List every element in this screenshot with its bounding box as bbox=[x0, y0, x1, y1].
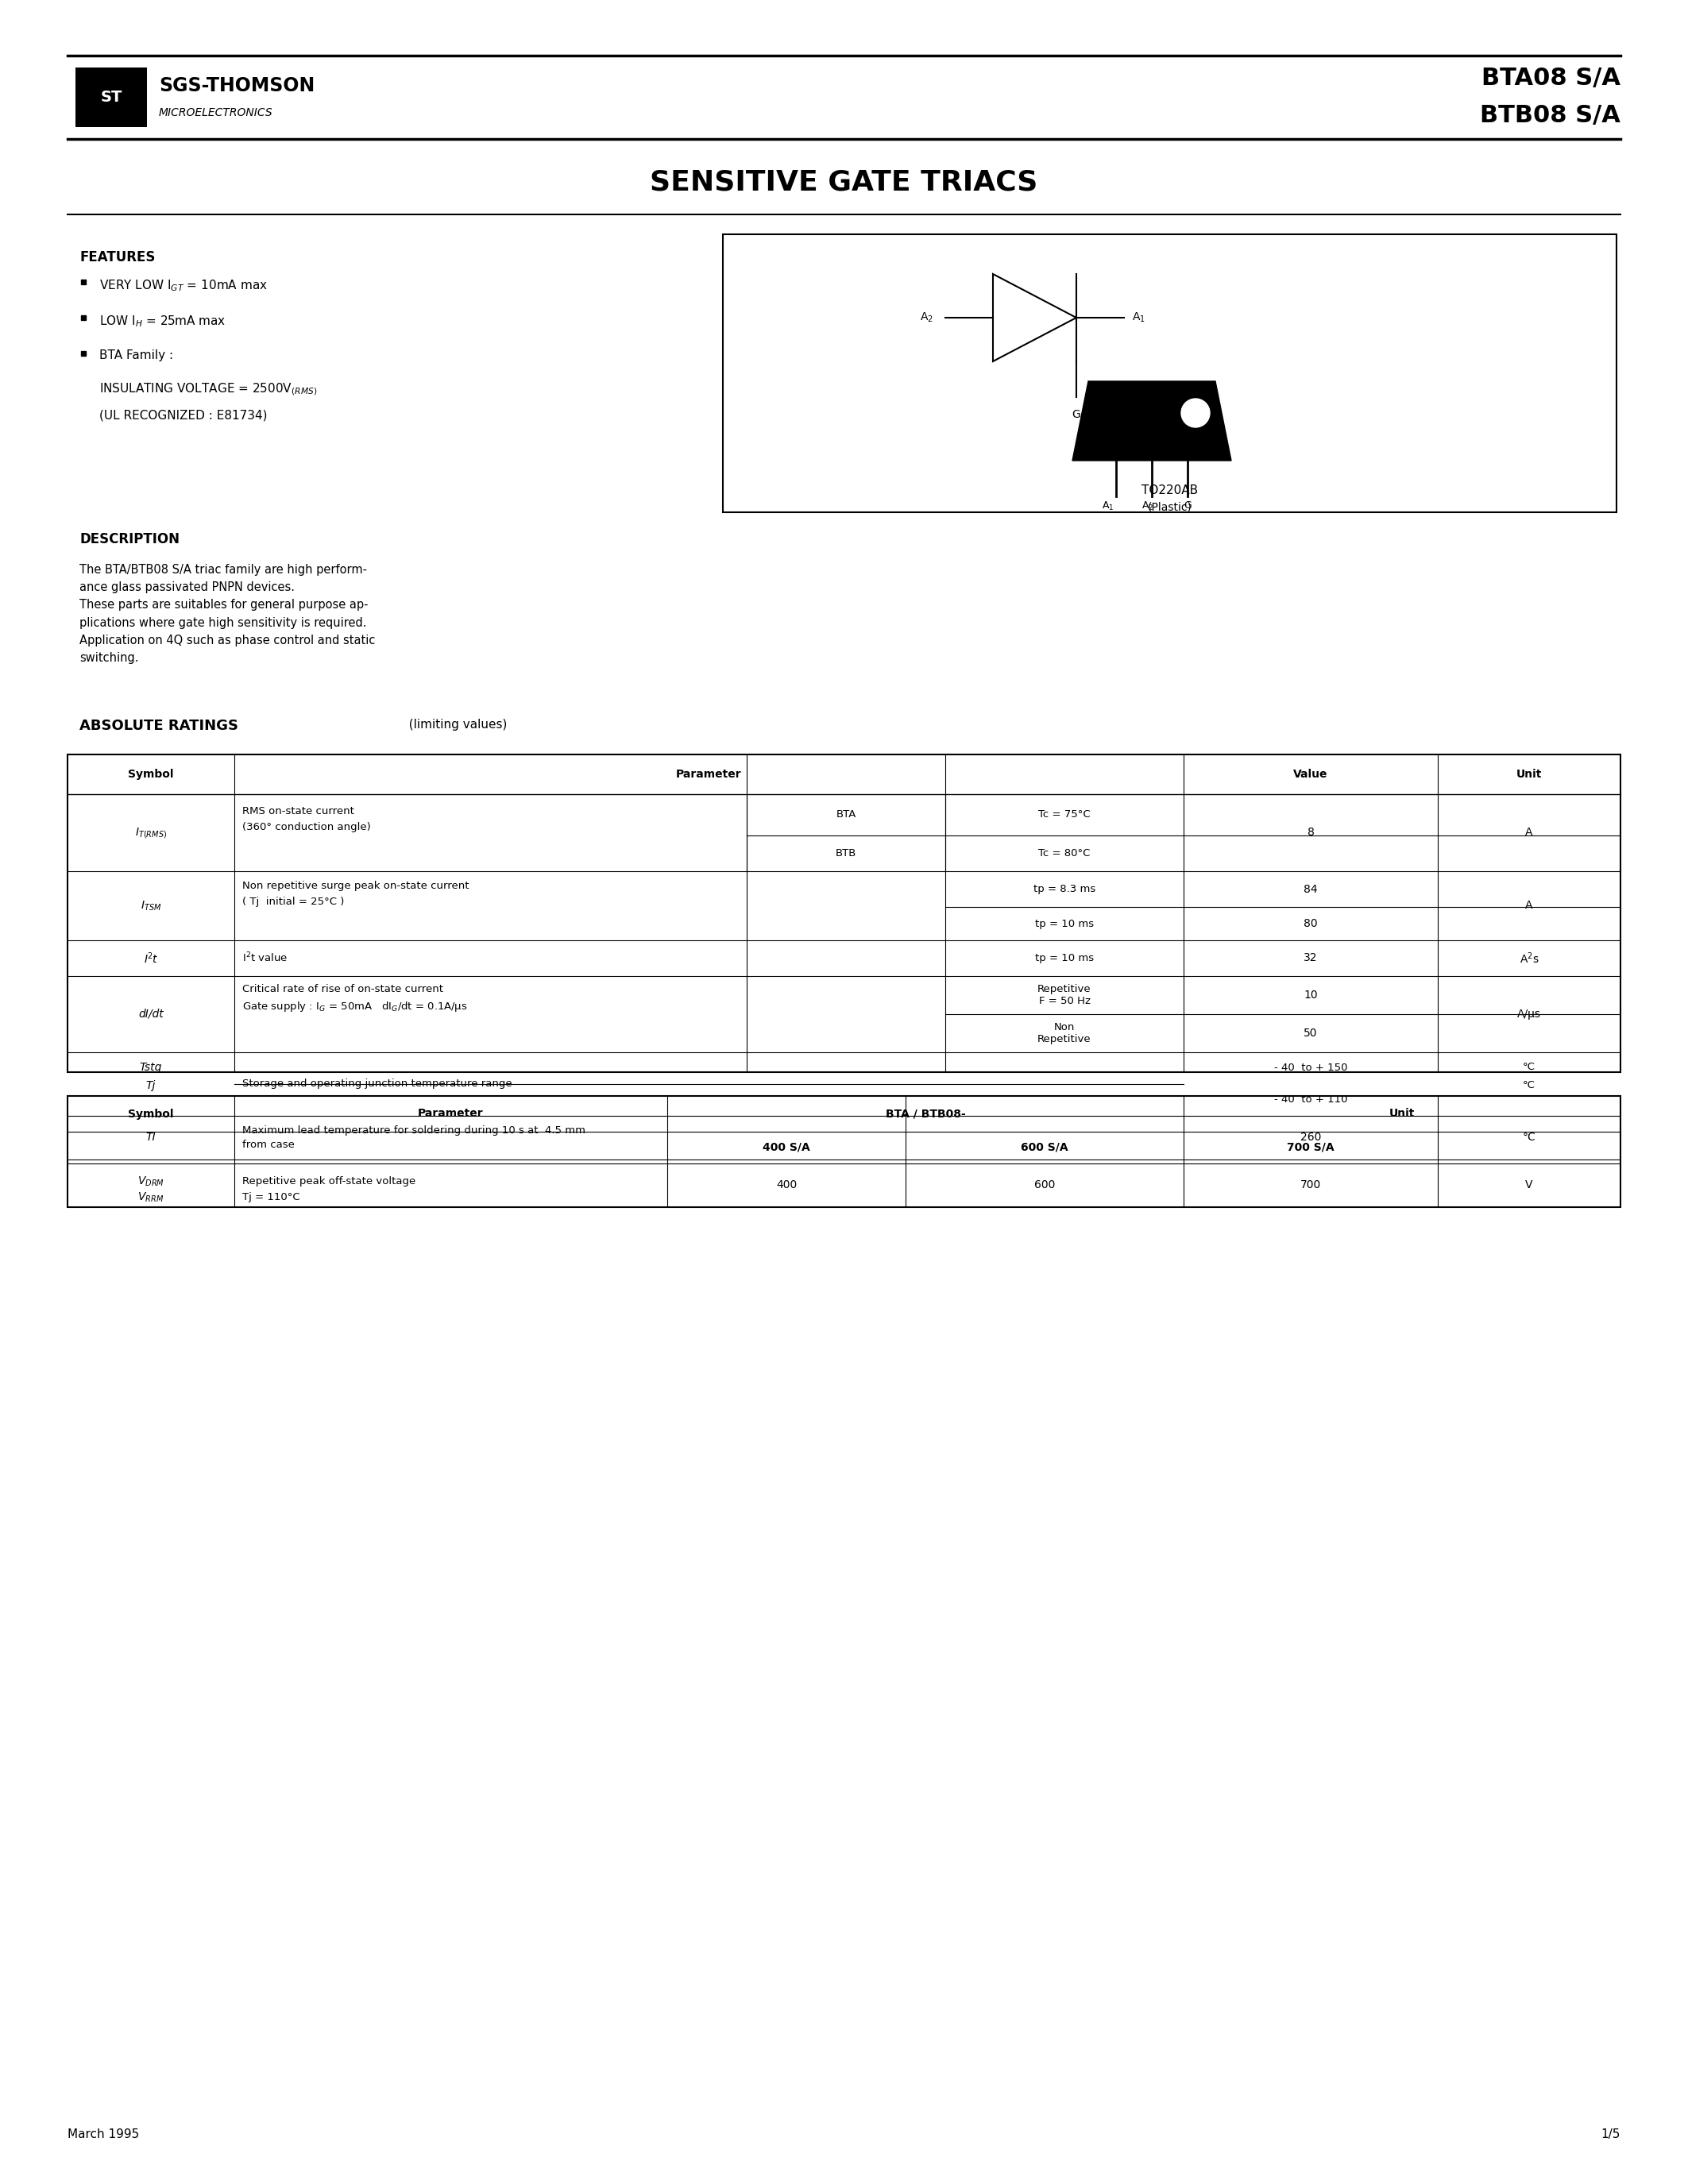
Text: Tc = 75°C: Tc = 75°C bbox=[1038, 810, 1090, 819]
Text: tp = 10 ms: tp = 10 ms bbox=[1035, 919, 1094, 928]
Text: Repetitive peak off-state voltage: Repetitive peak off-state voltage bbox=[243, 1177, 415, 1186]
Text: A$_2$: A$_2$ bbox=[1141, 500, 1155, 513]
Text: Critical rate of rise of on-state current: Critical rate of rise of on-state curren… bbox=[243, 985, 444, 994]
Text: Symbol: Symbol bbox=[128, 769, 174, 780]
Text: SGS-THOMSON: SGS-THOMSON bbox=[159, 76, 314, 96]
Text: FEATURES: FEATURES bbox=[79, 251, 155, 264]
Text: BTA Family :: BTA Family : bbox=[100, 349, 174, 360]
Text: LOW I$_{H}$ = 25mA max: LOW I$_{H}$ = 25mA max bbox=[100, 314, 226, 328]
Text: Tstg: Tstg bbox=[140, 1061, 162, 1072]
Text: RMS on-state current: RMS on-state current bbox=[243, 806, 354, 817]
Text: VERY LOW I$_{GT}$ = 10mA max: VERY LOW I$_{GT}$ = 10mA max bbox=[100, 277, 268, 293]
Text: 1/5: 1/5 bbox=[1602, 2129, 1620, 2140]
Text: Tj = 110°C: Tj = 110°C bbox=[243, 1192, 300, 1203]
Text: °C: °C bbox=[1523, 1131, 1536, 1142]
Text: BTB08 S/A: BTB08 S/A bbox=[1480, 103, 1620, 127]
Text: A/µs: A/µs bbox=[1518, 1009, 1541, 1020]
Text: Tj: Tj bbox=[147, 1081, 155, 1092]
Bar bbox=[68, 753, 1620, 1072]
Text: A$_1$: A$_1$ bbox=[1133, 310, 1146, 323]
Text: DESCRIPTION: DESCRIPTION bbox=[79, 533, 179, 546]
Text: I$_{TSM}$: I$_{TSM}$ bbox=[140, 900, 162, 913]
Text: I$_{T(RMS)}$: I$_{T(RMS)}$ bbox=[135, 826, 167, 841]
Text: I$^2$t: I$^2$t bbox=[143, 950, 159, 965]
Text: 400: 400 bbox=[776, 1179, 797, 1190]
Text: ST: ST bbox=[100, 90, 122, 105]
Text: INSULATING VOLTAGE = 2500V$_{(RMS)}$: INSULATING VOLTAGE = 2500V$_{(RMS)}$ bbox=[100, 382, 317, 397]
Text: 80: 80 bbox=[1303, 917, 1318, 928]
Text: Symbol: Symbol bbox=[128, 1107, 174, 1120]
Text: ( Tj  initial = 25°C ): ( Tj initial = 25°C ) bbox=[243, 898, 344, 906]
Text: Repetitive
F = 50 Hz: Repetitive F = 50 Hz bbox=[1038, 985, 1090, 1007]
Text: 700: 700 bbox=[1300, 1179, 1322, 1190]
Text: A: A bbox=[1526, 900, 1533, 911]
Text: SENSITIVE GATE TRIACS: SENSITIVE GATE TRIACS bbox=[650, 168, 1038, 197]
Text: TO220AB: TO220AB bbox=[1141, 485, 1198, 496]
Circle shape bbox=[1182, 400, 1210, 428]
Text: (Plastic): (Plastic) bbox=[1148, 502, 1192, 513]
Text: V: V bbox=[1526, 1179, 1533, 1190]
Text: °C: °C bbox=[1523, 1061, 1536, 1072]
Text: 700 S/A: 700 S/A bbox=[1286, 1142, 1334, 1153]
Text: dI/dt: dI/dt bbox=[138, 1009, 164, 1020]
Text: The BTA/BTB08 S/A triac family are high perform-
ance glass passivated PNPN devi: The BTA/BTB08 S/A triac family are high … bbox=[79, 563, 375, 664]
Text: BTB: BTB bbox=[836, 847, 856, 858]
Text: Unit: Unit bbox=[1389, 1107, 1415, 1120]
Text: 600 S/A: 600 S/A bbox=[1021, 1142, 1069, 1153]
Text: Non
Repetitive: Non Repetitive bbox=[1038, 1022, 1090, 1044]
Text: (limiting values): (limiting values) bbox=[402, 719, 506, 732]
Text: 260: 260 bbox=[1300, 1131, 1322, 1142]
Text: Maximum lead temperature for soldering during 10 s at  4.5 mm
from case: Maximum lead temperature for soldering d… bbox=[243, 1125, 586, 1151]
Text: Gate supply : I$_G$ = 50mA   dI$_G$/dt = 0.1A/µs: Gate supply : I$_G$ = 50mA dI$_G$/dt = 0… bbox=[243, 1000, 468, 1013]
Text: G: G bbox=[1183, 500, 1192, 511]
Text: Unit: Unit bbox=[1516, 769, 1543, 780]
Text: A$^2$s: A$^2$s bbox=[1519, 950, 1539, 965]
Text: ABSOLUTE RATINGS: ABSOLUTE RATINGS bbox=[79, 719, 238, 734]
Text: MICROELECTRONICS: MICROELECTRONICS bbox=[159, 107, 273, 118]
Bar bbox=[68, 1096, 1620, 1208]
Text: TI: TI bbox=[145, 1131, 155, 1142]
Text: Non repetitive surge peak on-state current: Non repetitive surge peak on-state curre… bbox=[243, 880, 469, 891]
Text: 50: 50 bbox=[1303, 1029, 1318, 1040]
Text: (UL RECOGNIZED : E81734): (UL RECOGNIZED : E81734) bbox=[100, 408, 267, 422]
Text: V$_{RRM}$: V$_{RRM}$ bbox=[138, 1190, 164, 1203]
Text: I$^2$t value: I$^2$t value bbox=[243, 952, 287, 965]
Text: 32: 32 bbox=[1303, 952, 1318, 963]
Text: Value: Value bbox=[1293, 769, 1328, 780]
Text: 84: 84 bbox=[1303, 885, 1318, 895]
Text: A: A bbox=[1526, 828, 1533, 839]
Text: 400 S/A: 400 S/A bbox=[763, 1142, 810, 1153]
Text: 600: 600 bbox=[1035, 1179, 1055, 1190]
Text: BTA / BTB08-: BTA / BTB08- bbox=[886, 1107, 966, 1120]
Text: Tc = 80°C: Tc = 80°C bbox=[1038, 847, 1090, 858]
Text: tp = 8.3 ms: tp = 8.3 ms bbox=[1033, 885, 1096, 893]
Text: - 40  to + 150: - 40 to + 150 bbox=[1274, 1064, 1347, 1072]
Polygon shape bbox=[1072, 382, 1231, 461]
Text: 10: 10 bbox=[1303, 989, 1318, 1000]
Text: BTA: BTA bbox=[836, 810, 856, 819]
Text: Parameter: Parameter bbox=[419, 1107, 484, 1120]
Text: °C: °C bbox=[1523, 1081, 1536, 1090]
Text: G: G bbox=[1072, 408, 1080, 419]
Bar bbox=[76, 68, 147, 127]
Text: 8: 8 bbox=[1307, 828, 1315, 839]
Text: BTA08 S/A: BTA08 S/A bbox=[1482, 66, 1620, 90]
Text: Storage and operating junction temperature range: Storage and operating junction temperatu… bbox=[243, 1079, 511, 1090]
Text: A$_2$: A$_2$ bbox=[920, 310, 933, 323]
Text: A$_1$: A$_1$ bbox=[1102, 500, 1114, 513]
Text: March 1995: March 1995 bbox=[68, 2129, 138, 2140]
Text: V$_{DRM}$: V$_{DRM}$ bbox=[137, 1175, 164, 1188]
Bar bbox=[722, 234, 1617, 513]
Text: tp = 10 ms: tp = 10 ms bbox=[1035, 952, 1094, 963]
Text: Parameter: Parameter bbox=[677, 769, 741, 780]
Text: (360° conduction angle): (360° conduction angle) bbox=[243, 821, 371, 832]
Text: - 40  to + 110: - 40 to + 110 bbox=[1274, 1094, 1347, 1105]
